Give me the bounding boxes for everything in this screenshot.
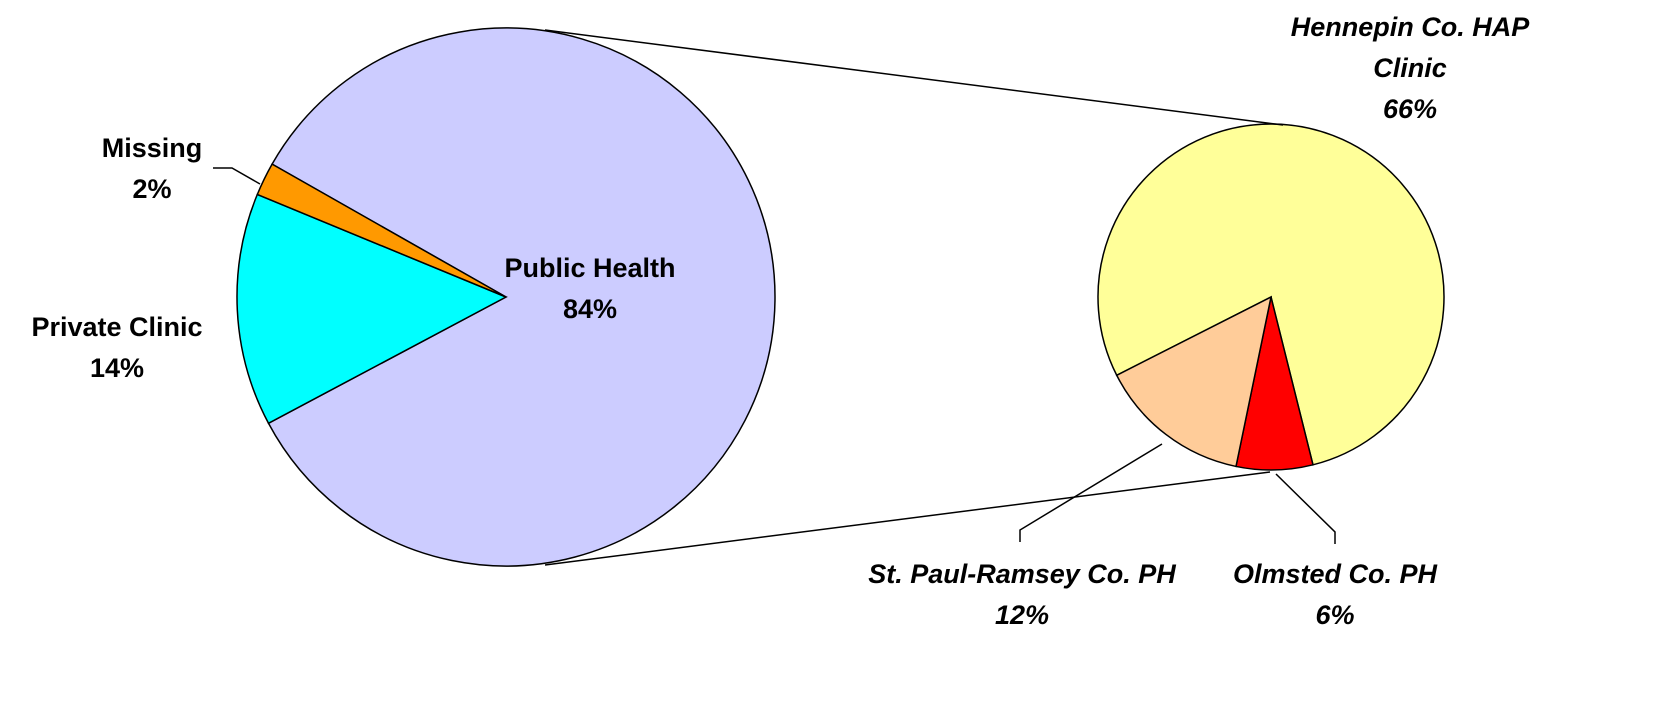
slice-label: Hennepin Co. HAP Clinic 66% bbox=[1260, 7, 1560, 130]
pie-slice bbox=[236, 193, 508, 425]
connectors bbox=[213, 29, 1336, 566]
data-label: 2% bbox=[132, 174, 172, 204]
data-label: 6% bbox=[1315, 600, 1355, 630]
category-label: Olmsted Co. PH bbox=[1232, 559, 1438, 589]
data-label: 14% bbox=[89, 353, 145, 383]
data-label: 12% bbox=[994, 600, 1050, 630]
category-label: Public Health bbox=[504, 253, 676, 283]
leader-line bbox=[1019, 443, 1163, 542]
slice-label: Private Clinic 14% bbox=[2, 307, 232, 389]
pie-slice bbox=[1097, 123, 1445, 466]
slice-label: Public Health 84% bbox=[460, 248, 720, 330]
pie-slice bbox=[1115, 295, 1273, 468]
slice-label: Olmsted Co. PH 6% bbox=[1200, 554, 1470, 636]
category-label: Hennepin Co. HAP Clinic bbox=[1290, 12, 1530, 83]
slice-label: Missing 2% bbox=[72, 128, 232, 210]
leader-line bbox=[213, 167, 261, 185]
pie-slice bbox=[256, 163, 507, 298]
slice-label: St. Paul-Ramsey Co. PH 12% bbox=[857, 554, 1187, 636]
category-label: Missing bbox=[101, 133, 203, 163]
category-label: Private Clinic bbox=[31, 312, 203, 342]
category-label: St. Paul-Ramsey Co. PH bbox=[868, 559, 1176, 589]
connector-line bbox=[544, 471, 1271, 566]
data-label: 84% bbox=[562, 294, 618, 324]
connector-line bbox=[544, 29, 1284, 126]
pie-slice bbox=[267, 27, 776, 567]
leader-line bbox=[1275, 473, 1336, 544]
data-label: 66% bbox=[1382, 94, 1438, 124]
